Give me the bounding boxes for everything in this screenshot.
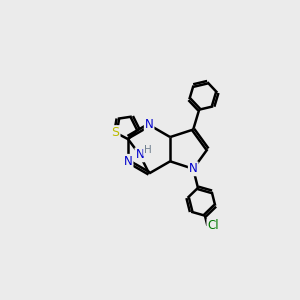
Text: H: H bbox=[144, 145, 152, 155]
Text: N: N bbox=[124, 155, 133, 168]
Text: N: N bbox=[189, 162, 198, 175]
Text: Cl: Cl bbox=[207, 219, 219, 232]
Text: S: S bbox=[112, 126, 119, 139]
Text: N: N bbox=[145, 118, 154, 131]
Text: N: N bbox=[136, 148, 144, 161]
